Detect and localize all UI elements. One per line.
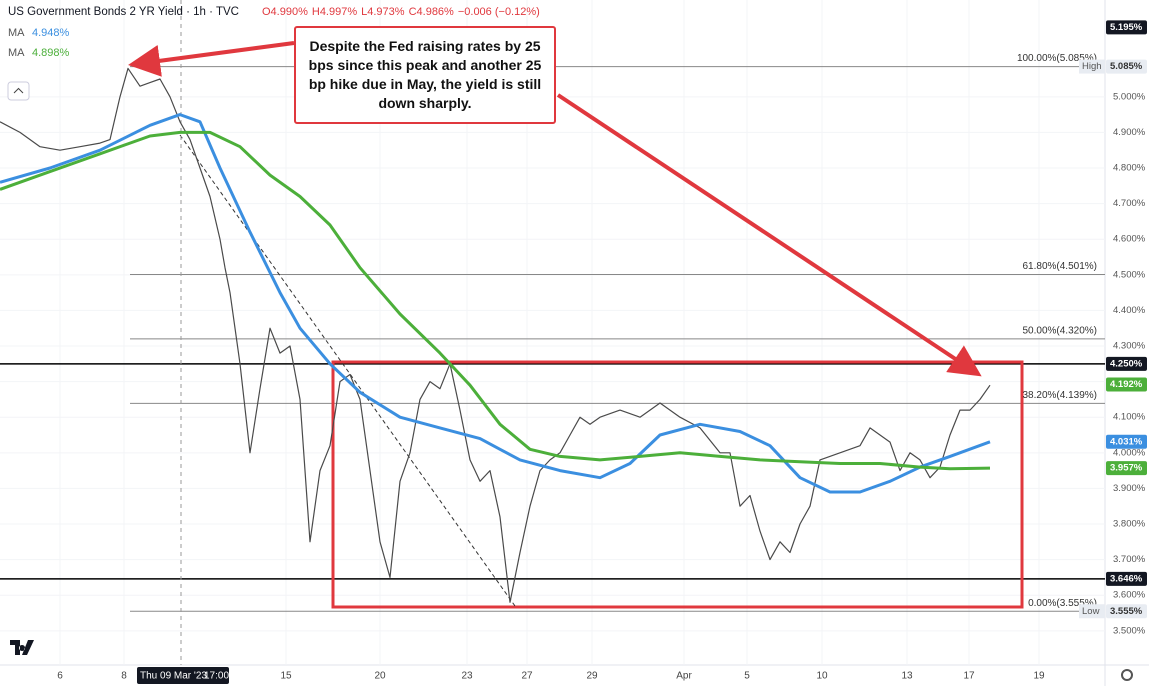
legend-name: MA [8, 47, 25, 59]
x-tick-label: 15 [280, 671, 292, 682]
price-tag: High [1082, 61, 1102, 72]
y-tick-label: 3.900% [1113, 483, 1146, 494]
y-tick-label: 4.500% [1113, 269, 1146, 280]
price-badge [1106, 571, 1147, 586]
y-tick-label: 3.700% [1113, 554, 1146, 565]
price-line [0, 67, 991, 603]
price-badge [1106, 434, 1147, 449]
x-tick-label: 20 [374, 671, 386, 682]
crosshair-badge [137, 667, 229, 684]
ohlc-value: H4.997% [312, 6, 357, 18]
collapse-button[interactable] [7, 81, 30, 101]
ma-line [0, 113, 991, 494]
arrow [556, 93, 982, 377]
x-tick-label: 27 [521, 671, 533, 682]
collapse-icon [13, 87, 24, 94]
x-tick-label: 19 [1033, 671, 1045, 682]
price-badge [1106, 20, 1147, 35]
fib-label: 38.20%(4.139%) [1023, 390, 1098, 401]
x-tick-label: 10 [816, 671, 828, 682]
price-badge-label: 5.085% [1110, 61, 1143, 72]
y-tick-label: 4.100% [1113, 412, 1146, 423]
price-badge-label: 4.192% [1110, 379, 1143, 390]
x-tick-label: 8 [121, 671, 127, 682]
annotation: Despite the Fed raising rates by 25 bps … [294, 26, 556, 124]
logo [10, 640, 34, 655]
legend-name: MA [8, 27, 25, 39]
price-badge-label: 3.957% [1110, 463, 1143, 474]
x-tick-label: 6 [57, 671, 63, 682]
chart-title: US Government Bonds 2 YR Yield · 1h · TV… [8, 6, 239, 18]
x-tick-label: Apr [676, 671, 692, 682]
x-tick-label: 5 [744, 671, 750, 682]
y-tick-label: 4.900% [1113, 127, 1146, 138]
price-badge [1106, 604, 1147, 619]
y-tick-label: 4.300% [1113, 341, 1146, 352]
x-tick-label: 17 [963, 671, 975, 682]
price-badge-label: 4.031% [1110, 436, 1143, 447]
ohlc-value: −0.006 (−0.12%) [458, 6, 540, 18]
x-tick-label: 13 [901, 671, 913, 682]
price-badge-label: 4.250% [1110, 358, 1143, 369]
price-badge [1106, 461, 1147, 476]
x-tick-label: 29 [586, 671, 598, 682]
fib-label: 100.00%(5.085%) [1017, 53, 1097, 64]
y-tick-label: 5.000% [1113, 91, 1146, 102]
y-tick-label: 4.700% [1113, 198, 1146, 209]
settings-icon[interactable] [1121, 669, 1133, 681]
y-tick-label: 4.800% [1113, 163, 1146, 174]
fib-label: 50.00%(4.320%) [1023, 326, 1098, 337]
ohlc-value: C4.986% [409, 6, 454, 18]
y-tick-label: 4.600% [1113, 234, 1146, 245]
ma-line [0, 130, 991, 471]
crosshair-time: 17:00 [204, 671, 229, 682]
range-box [331, 360, 1024, 609]
price-badge-label: 3.555% [1110, 606, 1143, 617]
ohlc-value: L4.973% [361, 6, 405, 18]
ohlc-value: O4.990% [262, 6, 308, 18]
y-tick-label: 3.500% [1113, 625, 1146, 636]
price-badge-label: 5.195% [1110, 22, 1143, 33]
price-badge [1106, 377, 1147, 392]
crosshair-label: Thu 09 Mar '23 [140, 671, 207, 682]
legend-value: 4.898% [32, 47, 70, 59]
y-tick-label: 3.600% [1113, 590, 1146, 601]
price-badge [1106, 356, 1147, 371]
fib-label: 0.00%(3.555%) [1028, 598, 1097, 609]
price-tag-bg [1079, 604, 1105, 619]
x-tick-label: 23 [461, 671, 473, 682]
arrow [128, 41, 295, 77]
legend-value: 4.948% [32, 27, 70, 39]
price-tag-bg [1079, 59, 1105, 74]
trend-line [179, 134, 516, 607]
price-badge [1106, 59, 1147, 74]
price-tag: Low [1082, 606, 1100, 617]
y-tick-label: 4.000% [1113, 447, 1146, 458]
price-badge-label: 3.646% [1110, 573, 1143, 584]
y-tick-label: 4.400% [1113, 305, 1146, 316]
fib-label: 61.80%(4.501%) [1023, 261, 1098, 272]
y-tick-label: 3.800% [1113, 519, 1146, 530]
